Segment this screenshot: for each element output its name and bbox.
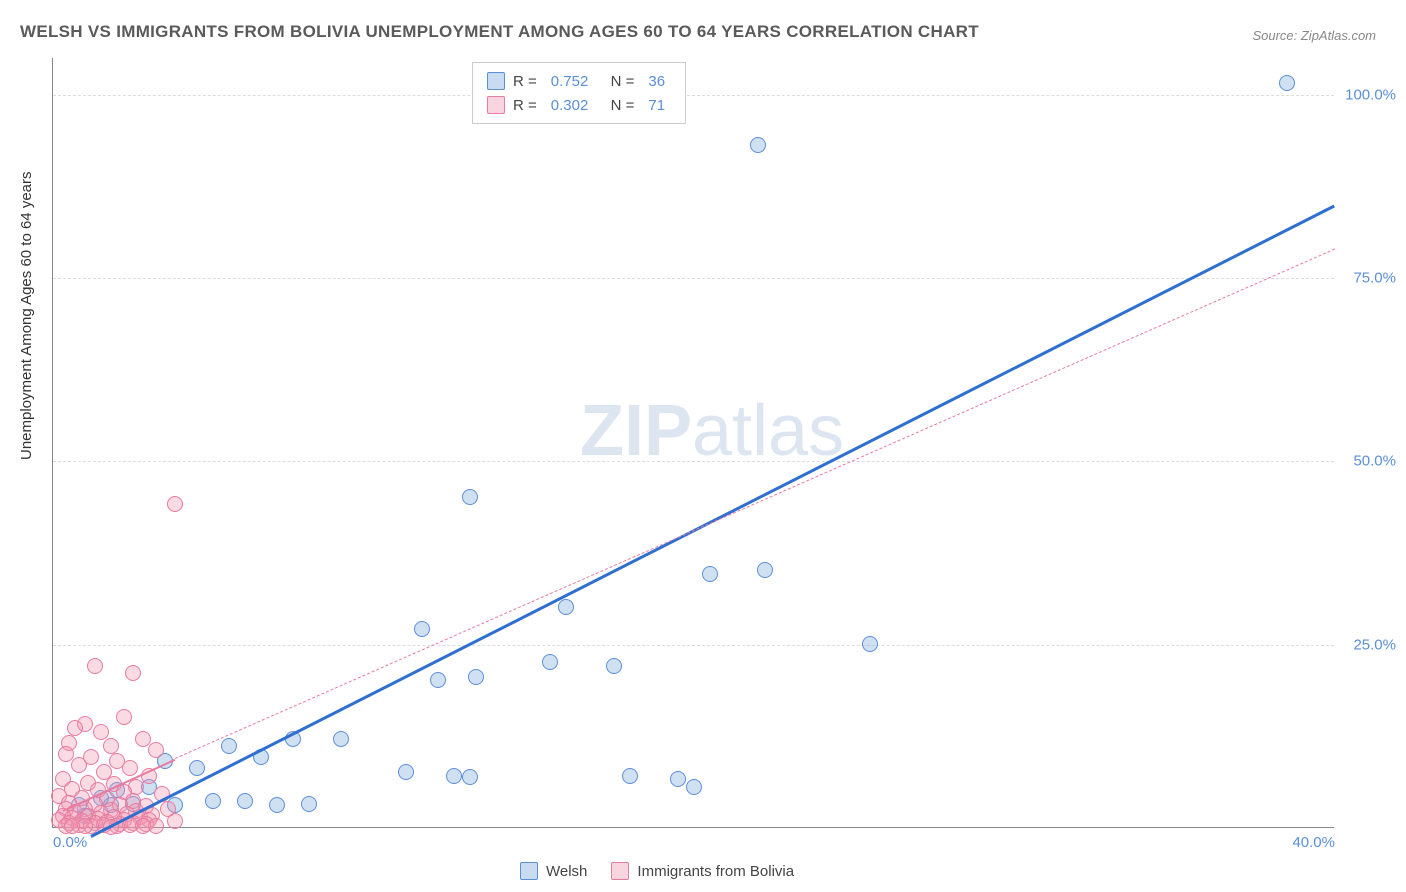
data-point [301,796,317,812]
ytick-label: 25.0% [1353,636,1396,653]
n-value-welsh: 36 [648,73,665,90]
data-point [462,769,478,785]
r-value-welsh: 0.752 [551,73,589,90]
data-point [686,779,702,795]
swatch-bolivia [487,96,505,114]
data-point [93,724,109,740]
n-label: N = [602,97,634,114]
data-point [333,731,349,747]
data-point [414,621,430,637]
data-point [750,137,766,153]
data-point [87,658,103,674]
data-point [702,566,718,582]
y-axis-label: Unemployment Among Ages 60 to 64 years [18,171,35,460]
r-label: R = [513,73,537,90]
data-point [167,496,183,512]
gridline [53,278,1334,279]
legend-swatch-welsh [520,862,538,880]
data-point [221,738,237,754]
data-point [64,818,80,834]
ytick-label: 100.0% [1345,86,1396,103]
xtick-label: 40.0% [1292,834,1335,851]
data-point [558,599,574,615]
data-point [135,818,151,834]
data-point [167,813,183,829]
r-value-bolivia: 0.302 [551,97,589,114]
legend-label-bolivia: Immigrants from Bolivia [637,863,794,880]
gridline [53,645,1334,646]
data-point [670,771,686,787]
data-point [125,665,141,681]
data-point [116,709,132,725]
data-point [757,562,773,578]
legend-label-welsh: Welsh [546,863,587,880]
data-point [468,669,484,685]
data-point [462,489,478,505]
chart-title: WELSH VS IMMIGRANTS FROM BOLIVIA UNEMPLO… [20,22,979,42]
correlation-row-welsh: R = 0.752 N = 36 [487,69,671,93]
correlation-legend: R = 0.752 N = 36 R = 0.302 N = 71 [472,62,686,124]
trendline [175,249,1336,760]
gridline [53,95,1334,96]
ytick-label: 75.0% [1353,270,1396,287]
swatch-welsh [487,72,505,90]
series-legend: Welsh Immigrants from Bolivia [520,862,794,880]
correlation-row-bolivia: R = 0.302 N = 71 [487,93,671,117]
data-point [205,793,221,809]
data-point [67,720,83,736]
data-point [862,636,878,652]
data-point [71,757,87,773]
source-attribution: Source: ZipAtlas.com [1252,28,1376,43]
n-label: N = [602,73,634,90]
data-point [622,768,638,784]
legend-item-bolivia: Immigrants from Bolivia [611,862,794,880]
data-point [542,654,558,670]
r-label: R = [513,97,537,114]
data-point [269,797,285,813]
xtick-label: 0.0% [53,834,87,851]
data-point [398,764,414,780]
data-point [103,738,119,754]
legend-item-welsh: Welsh [520,862,587,880]
data-point [122,760,138,776]
data-point [237,793,253,809]
data-point [1279,75,1295,91]
legend-swatch-bolivia [611,862,629,880]
data-point [189,760,205,776]
data-point [606,658,622,674]
plot-area: 25.0%50.0%75.0%100.0%0.0%40.0% [52,58,1334,828]
ytick-label: 50.0% [1353,453,1396,470]
n-value-bolivia: 71 [648,97,665,114]
gridline [53,461,1334,462]
data-point [446,768,462,784]
data-point [430,672,446,688]
data-point [148,742,164,758]
